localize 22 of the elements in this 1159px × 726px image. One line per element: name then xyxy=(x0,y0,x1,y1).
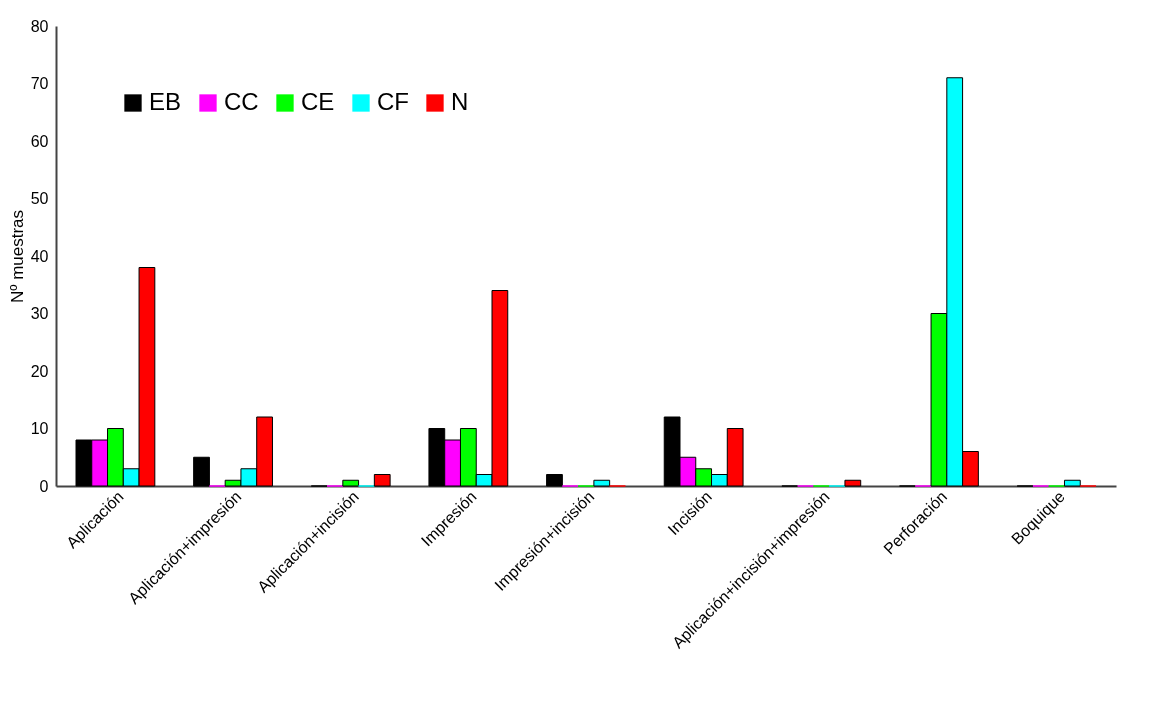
bar xyxy=(342,479,360,487)
legend-label: CC xyxy=(224,88,259,115)
legend-label: N xyxy=(451,88,469,115)
y-tick-label: 10 xyxy=(30,420,49,437)
bar xyxy=(193,456,210,487)
y-tick-label: 20 xyxy=(30,362,49,380)
y-tick-label: 50 xyxy=(30,190,49,207)
bar xyxy=(546,474,563,487)
y-tick-label: 40 xyxy=(30,247,49,265)
bar xyxy=(844,479,862,487)
y-tick-label: 0 xyxy=(39,477,49,495)
y-tick-label: 70 xyxy=(30,75,49,92)
bar xyxy=(593,479,611,487)
legend-label: EB xyxy=(149,88,182,115)
legend-label: CF xyxy=(377,88,409,115)
y-tick-label: 80 xyxy=(30,17,49,35)
y-tick-label: 60 xyxy=(30,132,49,150)
y-tick-label: 30 xyxy=(30,305,49,322)
legend-label: CE xyxy=(301,88,335,115)
bar xyxy=(373,474,391,487)
y-axis-title: Nº muestras xyxy=(7,209,27,304)
bar xyxy=(1063,479,1081,487)
